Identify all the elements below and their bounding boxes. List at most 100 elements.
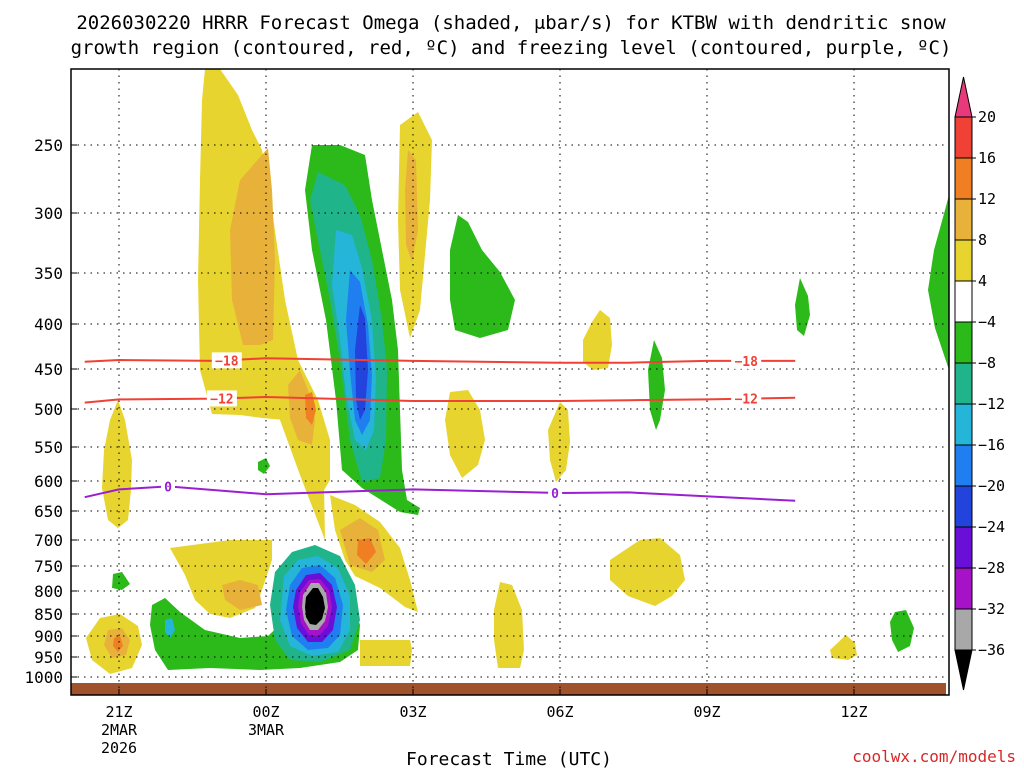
vertical-gridlines	[118, 69, 855, 695]
x-tick-label-06Z: 06Z	[546, 703, 573, 721]
colorbar-label-5: −4	[978, 313, 996, 331]
omega-positive-sfc-near-00z	[360, 640, 412, 666]
credit-link[interactable]: coolwx.com/models	[852, 747, 1016, 766]
y-tick-label-500: 500	[34, 400, 63, 419]
y-tick-label-650: 650	[34, 502, 63, 521]
y-tick-label-850: 850	[34, 605, 63, 624]
omega-positive-sfc-left-core	[113, 636, 123, 652]
omega-negative-band-core	[355, 305, 368, 420]
y-tick-label-750: 750	[34, 557, 63, 576]
contour-label-2-0: 0	[164, 480, 172, 495]
contour-line-2	[84, 485, 796, 502]
omega-negative-upper-14z	[928, 195, 949, 370]
colorbar-swatch-1	[954, 116, 973, 159]
plot-area: −18 −18 −12 −12 0 0 250 300 350 400 450 500 550 600 6…	[24, 68, 950, 757]
colorbar-label-12: −32	[978, 600, 1005, 618]
omega-negative-sfc-left-cyan	[165, 618, 175, 638]
colorbar-label-6: −8	[978, 354, 996, 372]
omega-positive-midlevel-core	[305, 392, 316, 425]
colorbar-swatch-12	[954, 567, 973, 610]
contour-label-bg-1-1	[731, 390, 762, 407]
colorbar-swatch-8	[954, 403, 973, 446]
y-tick-label-600: 600	[34, 472, 63, 491]
x-tick-date-00Z: 3MAR	[248, 721, 285, 739]
temperature-contours: −18 −18 −12 −12 0 0	[84, 352, 796, 502]
colorbar-swatch-9	[954, 444, 973, 487]
omega-positive-mid-03z	[445, 390, 485, 478]
omega-negative-low-13z	[890, 610, 914, 652]
colorbar-swatch-2	[954, 157, 973, 200]
omega-positive-lowlevel-core	[357, 538, 376, 564]
omega-positive-upper-plume-orange	[230, 148, 275, 345]
y-tick-label-250: 250	[34, 136, 63, 155]
colorbar-label-7: −12	[978, 395, 1005, 413]
chart-title-line-2: growth region (contoured, red, ºC) and f…	[71, 37, 952, 59]
colorbar-label-0: 20	[978, 108, 996, 126]
omega-positive-lowlevel-left-orange	[222, 580, 262, 610]
omega-negative-upper-11z	[795, 278, 810, 336]
colorbar-label-1: 16	[978, 149, 996, 167]
y-tick-label-350: 350	[34, 264, 63, 283]
colorbar-swatch-11	[954, 526, 973, 569]
colorbar-bottom-arrow	[954, 649, 973, 691]
colorbar-swatch-13	[954, 608, 973, 651]
y-axis: 250 300 350 400 450 500 550 600 650 700 750 800 850 9…	[24, 136, 77, 687]
omega-positive-sfc-13z	[830, 635, 857, 660]
contour-label-1-0: −12	[210, 392, 233, 407]
colorbar-label-10: −24	[978, 518, 1005, 536]
colorbar-swatch-10	[954, 485, 973, 528]
omega-positive-midlevel-orange	[288, 370, 315, 445]
x-tick-label-00Z: 00Z	[252, 703, 279, 721]
x-tick-label-03Z: 03Z	[399, 703, 426, 721]
colorbar-top-arrow	[954, 76, 973, 118]
contour-label-0-0: −18	[215, 354, 239, 369]
y-tick-label-400: 400	[34, 315, 63, 334]
omega-negative-upper-03z	[450, 215, 515, 338]
colorbar-label-8: −16	[978, 436, 1005, 454]
colorbar-swatch-5	[954, 280, 973, 323]
omega-negative-lowlevel-black	[305, 588, 325, 625]
x-tick-label-12Z: 12Z	[840, 703, 867, 721]
contour-label-bg-2-0	[161, 478, 175, 495]
y-tick-label-300: 300	[34, 204, 63, 223]
y-tick-label-550: 550	[34, 438, 63, 457]
colorbar-swatch-7	[954, 362, 973, 405]
plot-frame	[70, 68, 950, 696]
omega-positive-upper-right-orange	[405, 150, 418, 262]
contour-line-0	[84, 357, 796, 364]
colorbar-label-3: 8	[978, 231, 987, 249]
omega-positive-low-07z	[610, 538, 685, 606]
x-axis-title: Forecast Time (UTC)	[406, 749, 612, 768]
x-tick-label-21Z: 21Z	[105, 703, 132, 721]
colorbar-label-13: −36	[978, 641, 1005, 659]
y-tick-label-800: 800	[34, 582, 63, 601]
omega-negative-small-left	[112, 572, 130, 590]
y-tick-label-900: 900	[34, 627, 63, 646]
colorbar-label-11: −28	[978, 559, 1005, 577]
colorbar-label-4: 4	[978, 272, 987, 290]
contour-label-0-1: −18	[734, 355, 758, 370]
colorbar: 20 16 12 8 4 −4 −8 −12 −16 −20 −24 −28 −32 −36	[954, 76, 1005, 691]
omega-shading	[86, 69, 949, 674]
contour-label-bg-0-0	[211, 352, 242, 369]
contour-label-bg-2-1	[548, 484, 563, 501]
omega-positive-upper-06z	[583, 310, 612, 370]
omega-positive-left-column	[102, 400, 132, 528]
omega-positive-mid-06z	[548, 402, 570, 482]
colorbar-label-2: 12	[978, 190, 996, 208]
y-tick-label-450: 450	[34, 360, 63, 379]
colorbar-swatch-3	[954, 198, 973, 241]
contour-label-2-1: 0	[551, 487, 559, 502]
contour-label-bg-0-1	[731, 352, 762, 369]
x-tick-year-21Z: 2026	[101, 739, 137, 757]
ground-band	[71, 683, 946, 695]
omega-positive-sfc-03z	[494, 582, 524, 668]
x-tick-date-21Z: 2MAR	[101, 721, 138, 739]
chart-title-line-1: 2026030220 HRRR Forecast Omega (shaded, …	[76, 12, 946, 34]
y-tick-label-700: 700	[34, 531, 63, 550]
x-tick-label-09Z: 09Z	[693, 703, 720, 721]
contour-label-1-1: −12	[734, 393, 757, 408]
y-tick-label-950: 950	[34, 648, 63, 667]
